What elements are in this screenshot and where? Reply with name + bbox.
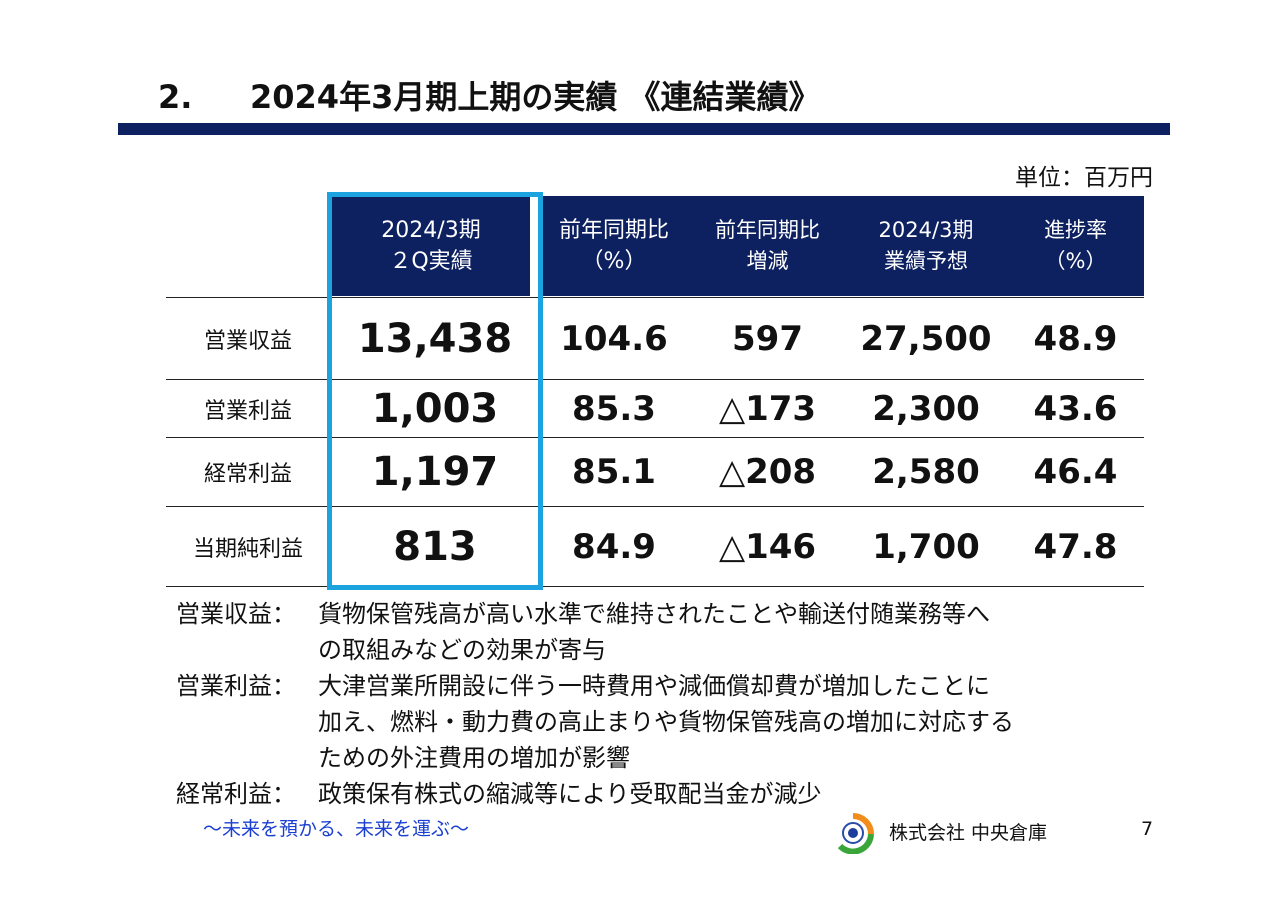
title-underline-bar <box>118 123 1170 135</box>
note-label: 営業利益： <box>176 672 296 700</box>
section-number: 2. <box>158 78 193 116</box>
row-divider <box>166 506 1144 507</box>
note-ordinary-income: 経常利益： 政策保有株式の縮減等により受取配当金が減少 <box>176 776 1136 812</box>
yoy-pct-value: 84.9 <box>572 526 656 567</box>
page-number: 7 <box>1141 818 1154 840</box>
header-progress: 進捗率 （%） <box>1007 196 1144 296</box>
header-line: 2024/3期 <box>878 218 974 242</box>
actual-value: 13,438 <box>357 315 513 362</box>
forecast-value: 1,700 <box>872 526 980 567</box>
actual-value: 1,003 <box>371 385 499 432</box>
forecast-value: 2,300 <box>872 388 980 429</box>
row-label: 営業収益 <box>203 328 292 354</box>
forecast-value: 27,500 <box>860 318 992 359</box>
yoy-pct-value: 85.1 <box>572 452 656 492</box>
unit-label: 単位：百万円 <box>1015 165 1153 191</box>
header-line: 業績予想 <box>884 249 968 273</box>
note-label: 経常利益： <box>176 780 296 808</box>
forecast-value: 2,580 <box>872 452 980 492</box>
note-line: 貨物保管残高が高い水準で維持されたことや輸送付随業務等へ <box>318 600 990 628</box>
company-logo-icon <box>832 813 874 854</box>
progress-value: 46.4 <box>1033 452 1118 492</box>
company-name: 株式会社 中央倉庫 <box>889 822 1048 844</box>
header-line: 前年同期比 <box>558 218 669 243</box>
slogan: ～未来を預かる、未来を運ぶ～ <box>203 818 470 840</box>
note-operating-income: 営業利益： 大津営業所開設に伴う一時費用や減価償却費が増加したことに 加え、燃料… <box>176 668 1136 776</box>
header-line: 前年同期比 <box>715 218 820 242</box>
header-yoy-diff: 前年同期比 増減 <box>690 196 845 296</box>
yoy-pct-value: 85.3 <box>572 388 656 429</box>
note-revenue: 営業収益： 貨物保管残高が高い水準で維持されたことや輸送付随業務等へ の取組みな… <box>176 596 1136 668</box>
header-yoy-pct: 前年同期比 （%） <box>538 196 690 296</box>
header-line: 2024/3期 <box>381 218 481 243</box>
actual-value: 1,197 <box>371 449 499 495</box>
header-line: 進捗率 <box>1044 218 1107 242</box>
title-text: 2024年3月期上期の実績 《連結業績》 <box>250 78 821 116</box>
header-line: （%） <box>1044 249 1107 273</box>
progress-value: 48.9 <box>1033 318 1118 359</box>
page-title: 2. 2024年3月期上期の実績 《連結業績》 <box>158 72 820 118</box>
header-forecast: 2024/3期 業績予想 <box>845 196 1007 296</box>
yoy-pct-value: 104.6 <box>560 318 668 359</box>
yoy-diff-value: △146 <box>718 526 817 567</box>
row-divider <box>166 379 1144 380</box>
note-line: 大津営業所開設に伴う一時費用や減価償却費が増加したことに <box>318 672 990 700</box>
row-label: 経常利益 <box>203 462 292 487</box>
actual-value: 813 <box>393 523 477 570</box>
row-divider <box>166 437 1144 438</box>
header-actual: 2024/3期 ２Q実績 <box>332 196 530 296</box>
yoy-diff-value: △208 <box>718 452 817 492</box>
header-line: （%） <box>581 249 647 274</box>
row-divider <box>166 297 1144 298</box>
row-divider <box>166 586 1144 587</box>
progress-value: 43.6 <box>1033 388 1118 429</box>
note-line: 政策保有株式の縮減等により受取配当金が減少 <box>318 780 822 808</box>
note-label: 営業収益： <box>176 600 296 628</box>
note-line: ための外注費用の増加が影響 <box>318 744 630 772</box>
yoy-diff-value: △173 <box>718 388 817 429</box>
note-line: の取組みなどの効果が寄与 <box>318 636 606 664</box>
note-line: 加え、燃料・動力費の高止まりや貨物保管残高の増加に対応する <box>318 708 1014 736</box>
row-label: 当期純利益 <box>192 536 303 562</box>
row-label: 営業利益 <box>203 398 292 424</box>
notes-section: 営業収益： 貨物保管残高が高い水準で維持されたことや輸送付随業務等へ の取組みな… <box>176 596 1136 812</box>
progress-value: 47.8 <box>1033 526 1118 567</box>
header-line: ２Q実績 <box>389 249 473 274</box>
header-line: 増減 <box>746 249 789 273</box>
yoy-diff-value: 597 <box>732 318 803 359</box>
